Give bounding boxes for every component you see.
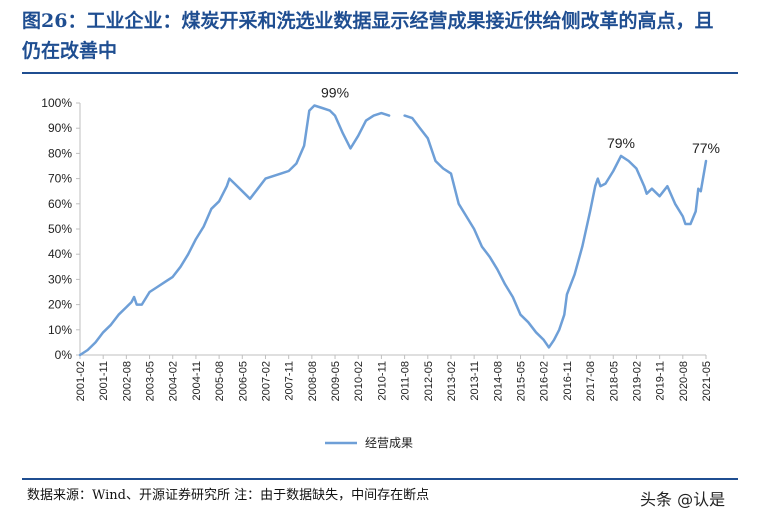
footer-divider (22, 478, 738, 480)
title-divider (22, 72, 738, 74)
peak-annotations: 99% 79% 77% (321, 85, 720, 156)
x-tick-label: 2015-05 (516, 361, 528, 401)
y-axis-ticks: 0% 10% 20% 30% 40% 50% 60% 70% 80% 90% 100% (41, 96, 80, 362)
y-tick-label: 90% (48, 121, 72, 135)
x-tick-label: 2009-05 (330, 361, 342, 401)
x-tick-label: 2018-05 (608, 361, 620, 401)
x-tick-label: 2019-02 (631, 361, 643, 401)
x-tick-label: 2001-02 (75, 361, 87, 401)
x-tick-label: 2019-11 (655, 361, 667, 401)
x-tick-label: 2012-05 (423, 361, 435, 401)
x-tick-label: 2001-11 (98, 361, 110, 401)
data-label: 99% (321, 85, 349, 101)
y-tick-label: 30% (48, 272, 72, 286)
x-tick-label: 2020-08 (678, 361, 690, 401)
y-tick-label: 70% (48, 172, 72, 186)
y-tick-label: 50% (48, 222, 72, 236)
x-tick-label: 2021-05 (701, 361, 713, 401)
x-tick-label: 2007-11 (284, 361, 296, 401)
x-axis-ticks: 2001-02 2001-11 2002-08 2003-05 2004-02 2004-… (75, 355, 713, 401)
x-tick-label: 2011-08 (400, 361, 412, 401)
x-tick-label: 2003-05 (145, 361, 157, 401)
y-tick-label: 0% (55, 348, 73, 362)
x-tick-label: 2004-11 (191, 361, 203, 401)
y-tick-label: 40% (48, 247, 72, 261)
chart-legend: 经营成果 (325, 436, 413, 450)
x-tick-label: 2016-02 (539, 361, 551, 401)
series-line (78, 104, 391, 357)
x-tick-label: 2010-02 (353, 361, 365, 401)
y-tick-label: 10% (48, 323, 72, 337)
y-tick-label: 20% (48, 298, 72, 312)
chart-title: 图26：工业企业：煤炭开采和洗选业数据显示经营成果接近供给侧改革的高点，且 仍在… (22, 6, 738, 66)
legend-label: 经营成果 (365, 436, 413, 450)
series-lines (78, 104, 708, 357)
y-tick-label: 60% (48, 197, 72, 211)
x-tick-label: 2013-11 (469, 361, 481, 401)
x-tick-label: 2014-08 (492, 361, 504, 401)
x-tick-label: 2006-05 (237, 361, 249, 401)
y-tick-label: 80% (48, 146, 72, 160)
x-tick-label: 2005-08 (214, 361, 226, 401)
x-tick-label: 2010-11 (376, 361, 388, 401)
y-tick-label: 100% (41, 96, 72, 110)
x-tick-label: 2016-11 (562, 361, 574, 401)
data-label: 77% (692, 140, 720, 156)
title-line-1: 图26：工业企业：煤炭开采和洗选业数据显示经营成果接近供给侧改革的高点，且 (22, 10, 714, 32)
watermark: 头条 @认是 (640, 490, 726, 509)
data-label: 79% (607, 135, 635, 151)
source-note: 数据来源：Wind、开源证券研究所 注：由于数据缺失，中间存在断点 (27, 488, 430, 503)
series-line (403, 114, 708, 349)
title-line-2: 仍在改善中 (22, 40, 118, 62)
x-tick-label: 2013-02 (446, 361, 458, 401)
x-tick-label: 2002-08 (121, 361, 133, 401)
x-tick-label: 2007-02 (260, 361, 272, 401)
x-tick-label: 2017-08 (585, 361, 597, 401)
x-tick-label: 2008-08 (307, 361, 319, 401)
x-tick-label: 2004-02 (168, 361, 180, 401)
